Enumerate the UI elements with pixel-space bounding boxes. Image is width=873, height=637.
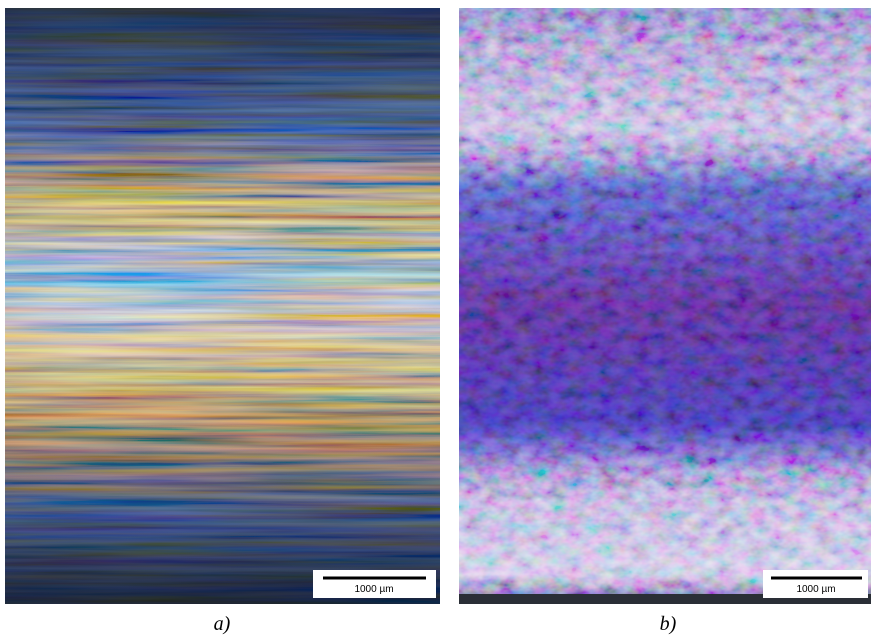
texture bbox=[5, 8, 440, 604]
scale-label: 1000 µm bbox=[354, 584, 393, 595]
scale-box bbox=[313, 570, 436, 598]
scale-label: 1000 µm bbox=[796, 584, 835, 595]
panel-b: 1000 µm b) bbox=[459, 8, 871, 635]
texture bbox=[459, 8, 871, 604]
caption: b) bbox=[660, 613, 677, 635]
scale-box bbox=[763, 570, 868, 598]
edge bbox=[459, 594, 871, 604]
panel-a: 1000 µm a) bbox=[5, 8, 440, 635]
caption: a) bbox=[214, 613, 231, 635]
